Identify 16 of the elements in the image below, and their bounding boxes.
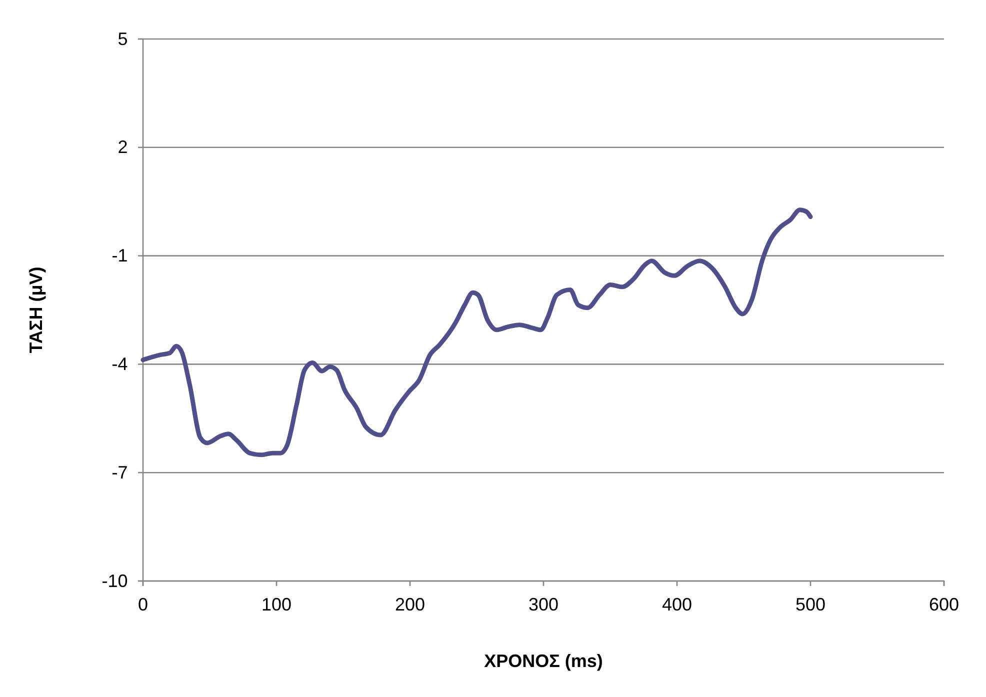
line-series	[140, 208, 813, 458]
y-tick-label: -10	[102, 570, 128, 591]
y-axis-title: ΤΑΣΗ (μV)	[26, 266, 46, 354]
x-tick-label: 500	[795, 594, 826, 615]
x-tick-label: 600	[928, 594, 960, 615]
y-tick-label: 5	[118, 28, 128, 49]
y-tick-label: -7	[112, 462, 128, 482]
x-tick-label: 100	[261, 594, 292, 615]
x-tick-label: 200	[394, 594, 426, 615]
y-tick-label: -4	[112, 354, 128, 374]
y-tick-label: -1	[112, 246, 128, 266]
x-tick-label: 300	[528, 594, 559, 615]
y-tick-label: 2	[118, 137, 128, 158]
x-axis-title: ΧΡΟΝΟΣ (ms)	[484, 651, 603, 671]
x-tick-label: 400	[662, 594, 692, 615]
x-tick-label: 0	[138, 594, 148, 615]
